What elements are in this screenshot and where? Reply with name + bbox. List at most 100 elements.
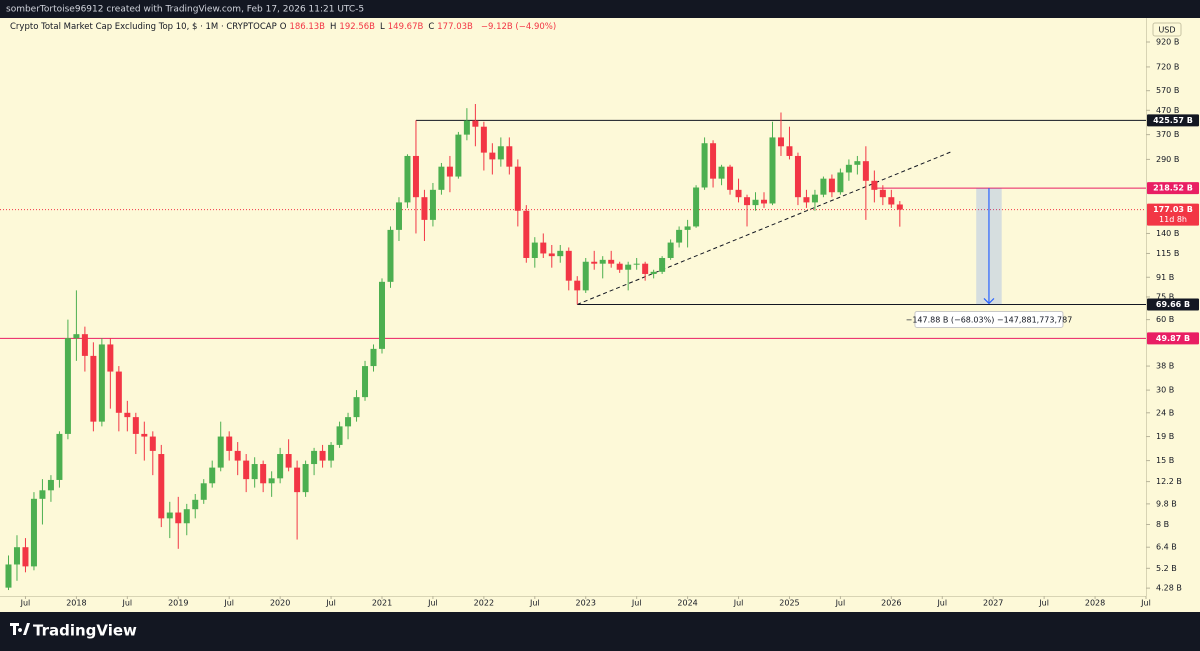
y-tick-label: 4.28 B (1156, 584, 1182, 593)
price-label: 425.57 B (1153, 116, 1193, 125)
candle-body (98, 344, 105, 422)
y-tick-label: 8 B (1156, 520, 1169, 529)
candle-body (565, 250, 572, 281)
candle-body (115, 371, 122, 413)
x-tick-label: 2025 (779, 599, 799, 608)
candle-body (30, 498, 37, 567)
candle-body (421, 197, 428, 220)
price-label: 49.87 B (1156, 334, 1190, 343)
y-tick-label: 5.2 B (1156, 564, 1177, 573)
legend: Crypto Total Market Cap Excluding Top 10… (10, 22, 561, 32)
x-tick-label: Jul (122, 599, 133, 608)
y-tick-label: 75 B (1156, 292, 1174, 301)
candle-body (302, 464, 309, 493)
x-tick-label: 2028 (1085, 599, 1105, 608)
y-tick-label: 38 B (1156, 362, 1174, 371)
candle-body (625, 264, 632, 270)
candle-body (591, 261, 598, 264)
candle-body (616, 263, 623, 270)
candle-body (514, 166, 521, 211)
candle-body (404, 155, 411, 203)
candle-body (353, 397, 360, 418)
currency-box[interactable] (1152, 22, 1182, 37)
y-tick-label: 140 B (1156, 229, 1179, 238)
candle-body (769, 137, 776, 204)
legend-k: L (380, 22, 385, 32)
candle-body (200, 483, 207, 500)
countdown-label: 11d 8h (1159, 215, 1187, 224)
y-tick-label: 19 B (1156, 432, 1174, 441)
candle-body (794, 155, 801, 198)
candle-body (158, 454, 165, 519)
candle-body (761, 199, 767, 204)
candle-body (701, 143, 708, 188)
y-tick-label: 470 B (1156, 106, 1179, 115)
candle-body (387, 229, 394, 282)
candle-body (379, 281, 385, 349)
y-tick-label: 720 B (1156, 62, 1179, 71)
candle-body (854, 161, 861, 165)
candle-body (837, 172, 844, 193)
candle-body (752, 199, 759, 206)
candle-body (862, 161, 869, 181)
candle-body (650, 271, 657, 274)
candle-body (777, 137, 784, 147)
y-tick-label: 60 B (1156, 315, 1174, 324)
candle-body (90, 355, 97, 422)
x-tick-label: Jul (325, 599, 336, 608)
y-tick-label: 15 B (1156, 456, 1174, 465)
candle-body (47, 479, 54, 491)
candle-body (463, 120, 470, 135)
candle-body (744, 197, 751, 206)
candle-body (141, 433, 148, 437)
x-tick-label: 2019 (168, 599, 188, 608)
price-label: 177.03 B (1153, 205, 1193, 214)
candle-body (22, 547, 29, 567)
header-text: somberTortoise96912 created with Trading… (6, 5, 364, 15)
candle-body (209, 467, 216, 484)
candle-body (480, 126, 487, 153)
y-tick-label: 570 B (1156, 86, 1179, 95)
measure-label: −147.88 B (−68.03%) −147,881,773,787 (906, 315, 1073, 324)
candle-body (803, 197, 810, 203)
x-tick-label: 2020 (270, 599, 290, 608)
legend-k: H (330, 22, 337, 32)
candle-body (727, 166, 734, 190)
candle-body (64, 338, 71, 434)
legend-v: −9.12B (−4.90%) (480, 22, 557, 32)
candle-body (896, 204, 903, 210)
candle-body (294, 467, 301, 493)
measure-label-box (914, 310, 1064, 328)
candle-body (557, 250, 564, 257)
candle-body (667, 242, 674, 258)
x-tick-label: Jul (936, 599, 947, 608)
tradingview-logo (10, 623, 30, 635)
candle-body (5, 564, 12, 588)
x-tick-label: 2022 (474, 599, 494, 608)
x-tick-label: Jul (733, 599, 744, 608)
candle-body (328, 444, 335, 461)
measure-arrowhead (983, 298, 995, 305)
y-tick-label: 9.8 B (1156, 499, 1177, 508)
candle-body (395, 202, 402, 230)
y-tick-label: 290 B (1156, 155, 1179, 164)
price-label: 69.66 B (1156, 300, 1190, 309)
price-label-box (1147, 182, 1199, 195)
candle-body (73, 334, 80, 339)
candle-body (56, 433, 63, 480)
legend-t: Crypto Total Market Cap Excluding Top 10… (10, 22, 277, 32)
y-tick-label: 30 B (1156, 386, 1174, 395)
candle-body (370, 348, 377, 367)
candle-body (438, 166, 445, 190)
candle-body (362, 366, 369, 398)
legend-v: 192.56B (339, 22, 375, 32)
candle-body (345, 417, 352, 427)
candle-body (217, 436, 224, 468)
candle-body (260, 464, 267, 484)
candle-body (107, 344, 114, 372)
candle-body (472, 120, 479, 127)
currency: USD (1158, 26, 1175, 35)
candle-body (285, 454, 292, 468)
